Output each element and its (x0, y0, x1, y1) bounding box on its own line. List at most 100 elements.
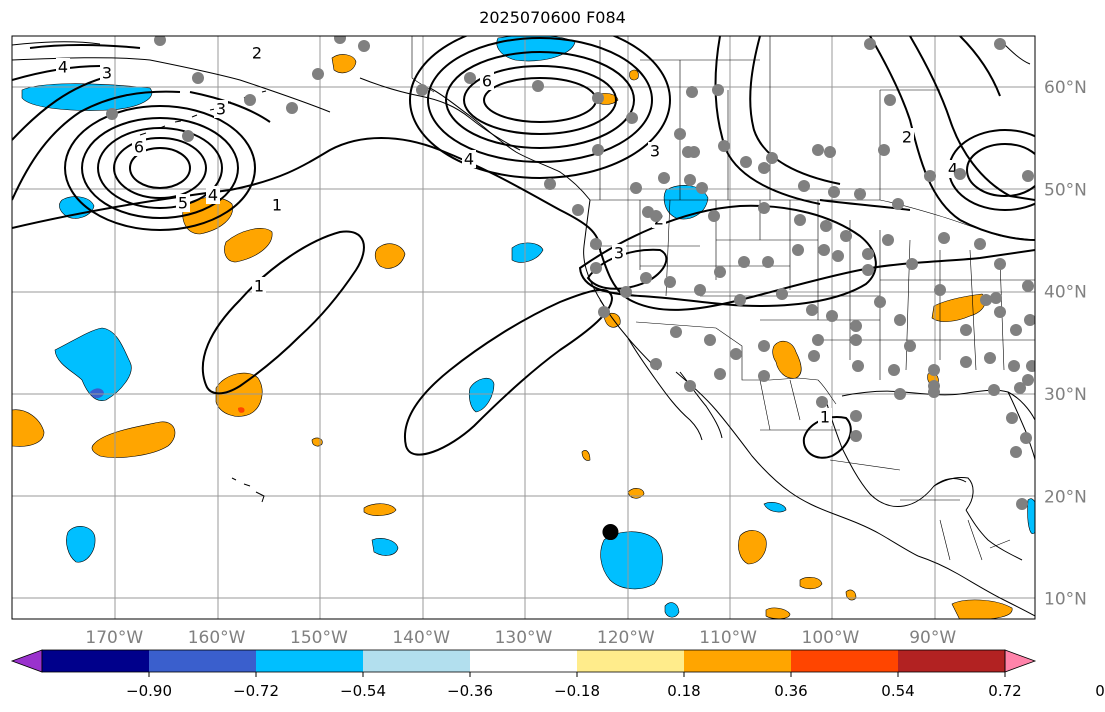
longitude-tick-label: 110°W (699, 628, 757, 648)
station-dot (696, 182, 708, 194)
station-dot (832, 250, 844, 262)
station-dot (994, 306, 1006, 318)
colorbar-tick-label: −0.36 (447, 682, 493, 700)
station-dot (730, 348, 742, 360)
colorbar-segment (470, 650, 578, 672)
longitude-tick-label: 140°W (392, 628, 450, 648)
station-dot (650, 210, 662, 222)
station-dot (670, 326, 682, 338)
station-dot (464, 72, 476, 84)
station-dot (684, 174, 696, 186)
contour-label: 2 (900, 128, 914, 147)
station-dot (906, 258, 918, 270)
station-dot (572, 204, 584, 216)
station-dot (1016, 498, 1028, 510)
station-dot (286, 102, 298, 114)
station-dot (928, 364, 940, 376)
station-dot (1026, 360, 1035, 372)
station-dot (892, 198, 904, 210)
station-dot (590, 262, 602, 274)
station-dot (758, 162, 770, 174)
contour-label-text: 1 (254, 277, 264, 296)
station-dot (994, 258, 1006, 270)
latitude-labels: 60°N 50°N 40°N 30°N 20°N 10°N (1044, 78, 1087, 609)
station-dot (674, 128, 686, 140)
station-dot (808, 350, 820, 362)
latitude-tick-label: 40°N (1044, 283, 1087, 303)
station-dot (816, 396, 828, 408)
station-dot (416, 84, 428, 96)
station-dot (658, 172, 670, 184)
longitude-tick-label: 100°W (802, 628, 860, 648)
station-dot (1010, 446, 1022, 458)
contour-label: 3 (214, 100, 228, 119)
station-dot (874, 296, 886, 308)
station-dot (244, 94, 256, 106)
station-dot (738, 256, 750, 268)
station-dot (762, 256, 774, 268)
contour-label: 4 (462, 150, 476, 169)
colorbar-segment (898, 650, 1006, 672)
longitude-tick-label: 90°W (909, 628, 956, 648)
station-dot (598, 306, 610, 318)
map-title: 2025070600 F084 (479, 8, 626, 27)
station-dot (828, 186, 840, 198)
station-dot (1020, 432, 1032, 444)
station-dots (106, 36, 1035, 510)
strong-positive-shading (238, 407, 245, 413)
colorbar-tick-label: −0.18 (554, 682, 600, 700)
station-dot (590, 238, 602, 250)
station-dot (934, 284, 946, 296)
latitude-tick-label: 30°N (1044, 385, 1087, 405)
colorbar-tick-label: 0.72 (988, 682, 1021, 700)
gridlines (12, 36, 1035, 619)
station-dot (990, 292, 1002, 304)
colorbar-segment (684, 650, 792, 672)
colorbar-segment (791, 650, 899, 672)
colorbar-tick-label: −0.72 (233, 682, 279, 700)
station-dot (840, 230, 852, 242)
contour-label-text: 2 (252, 44, 262, 63)
longitude-tick-label: 120°W (597, 628, 655, 648)
colorbar: −0.90 −0.72 −0.54 −0.36 −0.18 0.18 0.36 0.54 0.7… (10, 649, 1105, 700)
station-dot (592, 92, 604, 104)
longitude-tick-label: 160°W (188, 628, 246, 648)
station-dot (904, 340, 916, 352)
station-dot (850, 410, 862, 422)
station-dot (988, 384, 1000, 396)
contour-label: 5 (176, 194, 190, 213)
latitude-tick-label: 10°N (1044, 590, 1087, 610)
contour-label-text: 5 (178, 194, 188, 213)
station-dot (994, 38, 1006, 50)
colorbar-segment (363, 650, 471, 672)
station-dot (850, 430, 862, 442)
contour-label: 3 (648, 142, 662, 161)
station-dot (776, 288, 788, 300)
station-dot (1006, 412, 1018, 424)
station-dot (664, 276, 676, 288)
station-dot (688, 146, 700, 158)
colorbar-segment (577, 650, 685, 672)
plot-area: 1 1 1 2 2 2 3 3 3 4 4 4 5 6 6 3 4 (12, 36, 1035, 619)
station-dot (708, 210, 720, 222)
latitude-tick-label: 20°N (1044, 487, 1087, 507)
station-dot (820, 220, 832, 232)
colorbar-segment (42, 650, 150, 672)
colorbar-extend-high (1004, 649, 1037, 673)
colorbar-tick-label: 0.36 (774, 682, 807, 700)
station-dot (884, 94, 896, 106)
colorbar-tick-label: −0.90 (126, 682, 172, 700)
contour-label: 6 (480, 72, 494, 91)
station-dot (928, 386, 940, 398)
contour-label-text: 3 (614, 244, 624, 263)
station-dot (864, 38, 876, 50)
contour-label-text: 3 (216, 100, 226, 119)
station-dot (794, 214, 806, 226)
station-dot (312, 68, 324, 80)
longitude-tick-label: 130°W (495, 628, 553, 648)
station-dot (924, 170, 936, 182)
negative-anomaly-shading (21, 36, 1035, 618)
station-dot (792, 244, 804, 256)
station-dot (532, 80, 544, 92)
